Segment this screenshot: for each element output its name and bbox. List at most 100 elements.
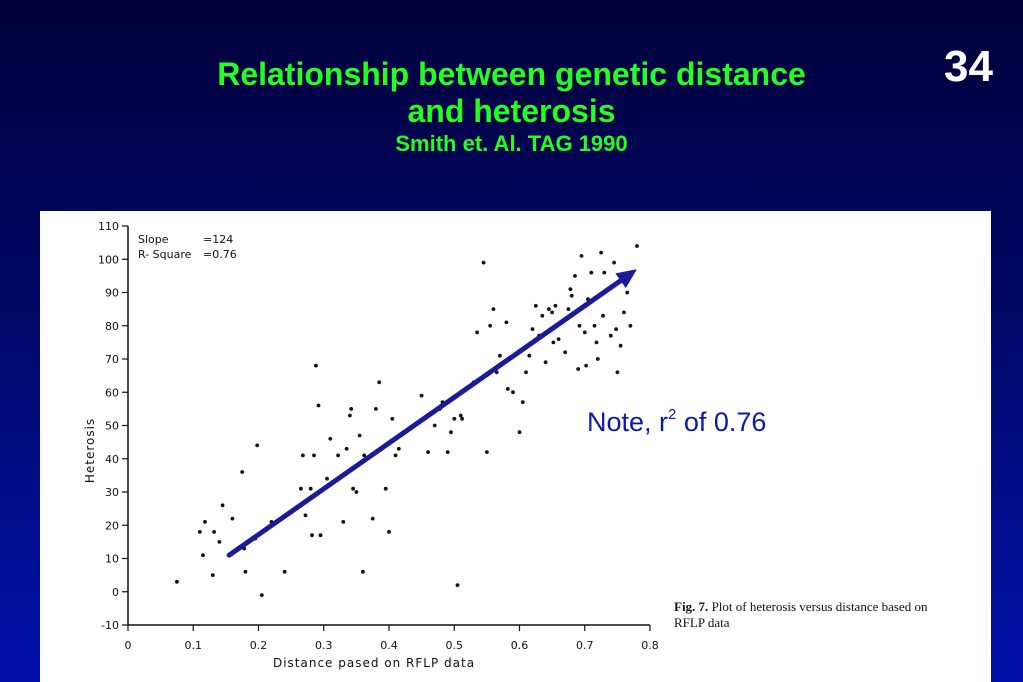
x-tick-label: 0.7 xyxy=(576,639,594,652)
data-point xyxy=(599,250,603,255)
data-point xyxy=(383,486,388,491)
data-point xyxy=(201,553,205,558)
data-point xyxy=(602,270,607,275)
x-tick-label: 0.8 xyxy=(641,639,659,652)
data-point xyxy=(543,360,548,365)
data-point xyxy=(396,446,401,451)
data-point xyxy=(511,390,515,395)
data-point xyxy=(622,310,626,315)
y-axis-label: Heterosis xyxy=(83,418,97,483)
note-annotation: Note, r2 of 0.76 xyxy=(587,406,766,438)
x-tick-label: 0.5 xyxy=(446,639,464,652)
x-tick-label: 0.3 xyxy=(315,639,333,652)
data-point xyxy=(351,486,355,491)
data-point xyxy=(566,307,571,311)
data-point xyxy=(217,540,222,544)
data-point xyxy=(419,393,424,398)
data-point xyxy=(530,327,535,331)
stats-value: =124 xyxy=(203,233,233,246)
data-point xyxy=(316,403,321,408)
data-point xyxy=(608,333,613,338)
note-suffix: of 0.76 xyxy=(676,407,767,437)
data-point xyxy=(357,433,362,438)
slide-subtitle: Smith et. Al. TAG 1990 xyxy=(395,131,628,156)
data-point xyxy=(212,530,217,534)
x-tick-label: 0.1 xyxy=(185,639,203,652)
data-point xyxy=(527,353,532,358)
data-point xyxy=(573,274,577,278)
data-point xyxy=(628,323,633,328)
data-point xyxy=(553,303,558,308)
data-point xyxy=(481,260,486,265)
data-point xyxy=(377,380,382,385)
data-point xyxy=(569,293,574,298)
data-point xyxy=(220,503,225,508)
data-point xyxy=(259,593,264,597)
data-point xyxy=(568,287,573,292)
y-tick-label: 100 xyxy=(98,253,119,266)
data-point xyxy=(595,357,600,361)
data-point xyxy=(612,260,616,265)
data-point xyxy=(460,416,464,421)
data-point xyxy=(301,453,305,458)
data-point xyxy=(614,327,618,331)
y-tick-label: 30 xyxy=(105,486,119,499)
data-point xyxy=(475,330,479,335)
note-superscript: 2 xyxy=(668,406,677,423)
data-point xyxy=(426,450,430,454)
data-point xyxy=(341,520,346,524)
data-point xyxy=(393,453,398,458)
y-tick-label: 80 xyxy=(105,320,119,333)
y-tick-label: 20 xyxy=(105,519,119,532)
data-point xyxy=(494,370,499,375)
data-point xyxy=(361,569,365,574)
trend-arrow-head xyxy=(615,269,637,289)
x-tick-label: 0 xyxy=(125,639,132,652)
data-point xyxy=(551,340,556,345)
data-point xyxy=(556,337,561,341)
data-point xyxy=(550,310,554,315)
figure-caption-label: Fig. 7. xyxy=(674,599,709,614)
data-point xyxy=(362,453,367,458)
y-tick-label: 90 xyxy=(105,287,119,300)
scatter-chart: -10 0 10 20 30 40 50 60 70 80 90 100 110 0 0.1 0.2 0.3 0.… xyxy=(83,220,659,670)
y-tick-label: 10 xyxy=(105,553,119,566)
data-point xyxy=(197,530,202,534)
stats-label: Slope xyxy=(138,233,169,246)
data-point xyxy=(432,423,437,428)
data-point xyxy=(370,516,375,521)
figure-caption: Fig. 7. Plot of heterosis versus distanc… xyxy=(674,599,934,631)
data-point xyxy=(303,513,308,518)
data-point xyxy=(618,343,623,348)
y-tick-label: 50 xyxy=(105,420,119,433)
slide-number: 34 xyxy=(944,42,993,91)
data-point xyxy=(312,453,316,458)
note-prefix: Note, r xyxy=(587,407,669,437)
data-point xyxy=(203,520,207,524)
data-point xyxy=(243,569,248,574)
data-point xyxy=(318,533,323,538)
data-point xyxy=(175,579,179,584)
data-point xyxy=(517,430,522,435)
data-point xyxy=(577,323,582,328)
data-point xyxy=(589,270,594,275)
figure-panel: -10 0 10 20 30 40 50 60 70 80 90 100 110 0 0.1 0.2 0.3 0.… xyxy=(40,211,991,682)
data-point xyxy=(299,486,303,491)
data-point xyxy=(308,486,313,491)
data-point xyxy=(455,583,460,587)
data-point xyxy=(615,370,620,375)
data-point xyxy=(533,303,538,308)
y-tick-label: 40 xyxy=(105,453,119,466)
y-tick-label: -10 xyxy=(101,619,119,632)
data-point xyxy=(314,363,318,368)
title-line-1: Relationship between genetic distance xyxy=(217,56,806,92)
trend-arrow-line xyxy=(226,278,624,558)
data-point xyxy=(594,340,599,345)
x-tick-label: 0.4 xyxy=(380,639,398,652)
y-tick-label: 110 xyxy=(98,220,119,233)
data-point xyxy=(255,443,260,448)
figure-caption-text: Plot of heterosis versus distance based … xyxy=(674,599,928,630)
y-tick-label: 0 xyxy=(112,586,119,599)
data-point xyxy=(524,370,528,375)
data-point xyxy=(579,254,584,258)
